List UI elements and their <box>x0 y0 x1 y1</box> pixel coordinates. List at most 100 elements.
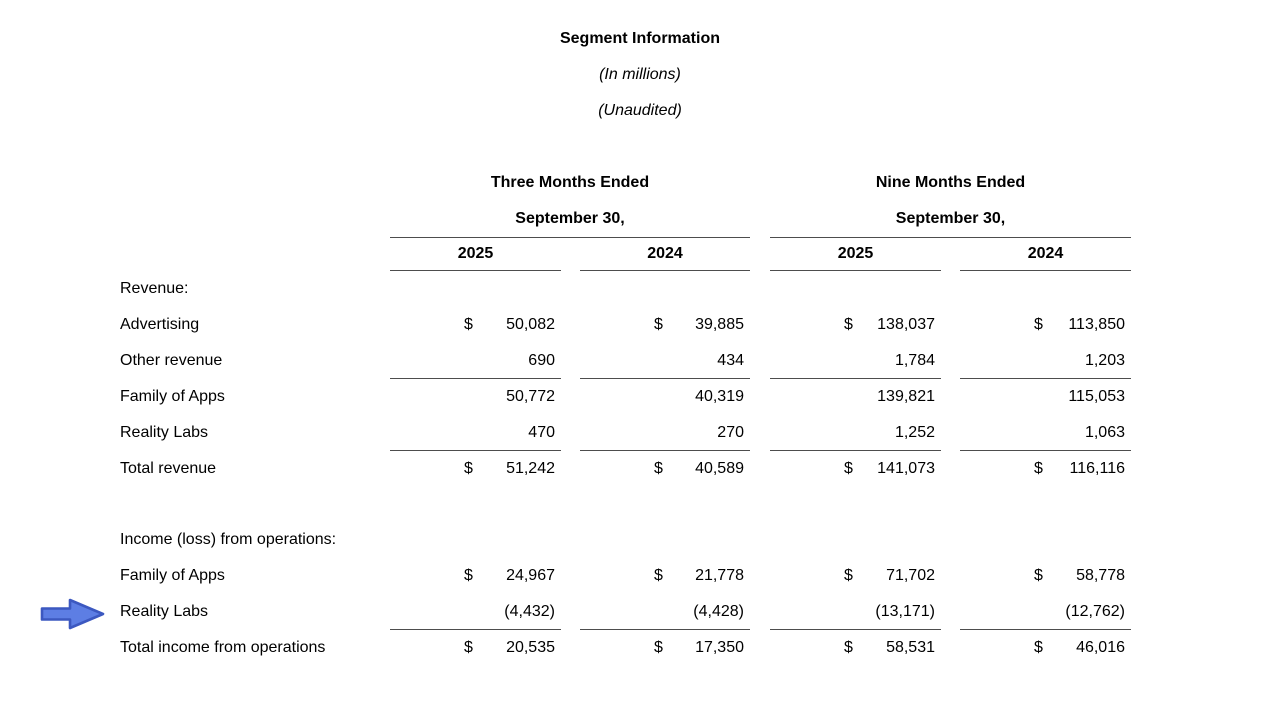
amount-cell: 50,772 <box>390 379 561 415</box>
amount-value: 21,778 <box>695 567 744 584</box>
page-title: Segment Information <box>559 30 720 47</box>
dollar-sign: $ <box>464 639 473 656</box>
amount-value: 17,350 <box>695 639 744 656</box>
amount-value: 20,535 <box>506 639 555 656</box>
section-spacer <box>120 487 1131 522</box>
table-row-reality-labs-income: Reality Labs (4,432) (4,428) (13,171) (1… <box>120 594 1131 630</box>
dollar-sign: $ <box>464 460 473 477</box>
amount-cell: $ 17,350 <box>580 630 750 666</box>
amount-cell: (12,762) <box>960 594 1131 630</box>
year-header: 2025 <box>770 237 941 271</box>
amount-cell: $ 39,885 <box>580 307 750 343</box>
amount-value: 138,037 <box>877 316 935 333</box>
dollar-sign: $ <box>1034 639 1043 656</box>
table-row-total-revenue: Total revenue $ 51,242 $ 40,589 $ 141,07… <box>120 451 1131 487</box>
amount-value: 40,589 <box>695 460 744 477</box>
year-header: 2025 <box>390 237 561 271</box>
unaudited-note: (Unaudited) <box>598 102 682 119</box>
dollar-sign: $ <box>654 639 663 656</box>
amount-value: 39,885 <box>695 316 744 333</box>
amount-value: 46,016 <box>1076 639 1125 656</box>
dollar-sign: $ <box>1034 567 1043 584</box>
amount-value: 1,784 <box>894 351 935 369</box>
amount-value: (4,432) <box>504 602 555 620</box>
amount-value: 470 <box>528 423 555 441</box>
amount-value: 1,203 <box>1084 351 1125 369</box>
date-header-three-months: September 30, <box>390 201 750 238</box>
period-header-three-months: Three Months Ended <box>490 174 650 191</box>
table-row-reality-labs-revenue: Reality Labs 470 270 1,252 1,063 <box>120 415 1131 451</box>
header-years-row: 2025 2024 2025 2024 <box>120 237 1131 271</box>
dollar-sign: $ <box>654 567 663 584</box>
table-row-total-income: Total income from operations $ 20,535 $ … <box>120 630 1131 666</box>
amount-cell: (4,428) <box>580 594 750 630</box>
amount-value: 58,778 <box>1076 567 1125 584</box>
amount-value: 139,821 <box>877 388 935 405</box>
dollar-sign: $ <box>464 567 473 584</box>
amount-value: 141,073 <box>877 460 935 477</box>
row-label: Income (loss) from operations: <box>120 531 337 548</box>
row-label: Family of Apps <box>120 567 225 584</box>
date-header-nine-months: September 30, <box>770 201 1131 238</box>
segment-information-table: Three Months Ended Nine Months Ended Sep… <box>120 165 1131 666</box>
amount-cell: $ 20,535 <box>390 630 561 666</box>
amount-cell: 1,203 <box>960 343 1131 379</box>
amount-cell: 1,252 <box>770 415 941 451</box>
row-label: Family of Apps <box>120 388 225 405</box>
amount-cell: 1,063 <box>960 415 1131 451</box>
amount-cell: $ 51,242 <box>390 451 561 487</box>
amount-cell: 40,319 <box>580 379 750 415</box>
amount-cell: $ 141,073 <box>770 451 941 487</box>
amount-value: (13,171) <box>875 602 935 620</box>
amount-value: (4,428) <box>693 602 744 620</box>
amount-cell: 470 <box>390 415 561 451</box>
amount-cell: $ 21,778 <box>580 558 750 594</box>
header-date-row: September 30, September 30, <box>120 201 1131 238</box>
dollar-sign: $ <box>1034 316 1043 333</box>
table-row-income-section: Income (loss) from operations: <box>120 522 1131 558</box>
amount-cell: 434 <box>580 343 750 379</box>
amount-value: 58,531 <box>886 639 935 656</box>
table-row-family-of-apps-income: Family of Apps $ 24,967 $ 21,778 $ 71,70… <box>120 558 1131 594</box>
amount-cell: $ 24,967 <box>390 558 561 594</box>
amount-value: 50,772 <box>506 388 555 405</box>
table-row-revenue-section: Revenue: <box>120 271 1131 307</box>
amount-cell: $ 116,116 <box>960 451 1131 487</box>
row-label: Reality Labs <box>120 424 209 441</box>
year-header: 2024 <box>580 237 750 271</box>
amount-value: 1,063 <box>1084 423 1125 441</box>
dollar-sign: $ <box>654 460 663 477</box>
amount-value: 116,116 <box>1069 460 1125 477</box>
table-row-family-of-apps-revenue: Family of Apps 50,772 40,319 139,821 115… <box>120 379 1131 415</box>
dollar-sign: $ <box>1034 460 1043 477</box>
row-label: Advertising <box>120 316 200 333</box>
amount-cell: $ 113,850 <box>960 307 1131 343</box>
amount-value: 434 <box>717 351 744 369</box>
dollar-sign: $ <box>844 460 853 477</box>
amount-cell: 115,053 <box>960 379 1131 415</box>
amount-value: 50,082 <box>506 316 555 333</box>
header-period-row: Three Months Ended Nine Months Ended <box>120 165 1131 201</box>
row-label: Other revenue <box>120 352 223 369</box>
amount-value: 40,319 <box>695 388 744 405</box>
dollar-sign: $ <box>464 316 473 333</box>
amount-value: 270 <box>717 423 744 441</box>
amount-value: 690 <box>528 351 555 369</box>
amount-cell: $ 138,037 <box>770 307 941 343</box>
amount-cell: $ 71,702 <box>770 558 941 594</box>
amount-value: 24,967 <box>506 567 555 584</box>
row-label: Total income from operations <box>120 639 326 656</box>
amount-cell: $ 40,589 <box>580 451 750 487</box>
amount-cell: 139,821 <box>770 379 941 415</box>
period-header-nine-months: Nine Months Ended <box>875 174 1026 191</box>
amount-value: 115,053 <box>1068 388 1125 405</box>
dollar-sign: $ <box>844 639 853 656</box>
amount-value: 113,850 <box>1068 316 1125 333</box>
amount-cell: $ 50,082 <box>390 307 561 343</box>
amount-cell: 1,784 <box>770 343 941 379</box>
dollar-sign: $ <box>844 567 853 584</box>
amount-cell: $ 46,016 <box>960 630 1131 666</box>
row-label: Total revenue <box>120 460 217 477</box>
amount-cell: (13,171) <box>770 594 941 630</box>
amount-value: (12,762) <box>1065 602 1125 620</box>
